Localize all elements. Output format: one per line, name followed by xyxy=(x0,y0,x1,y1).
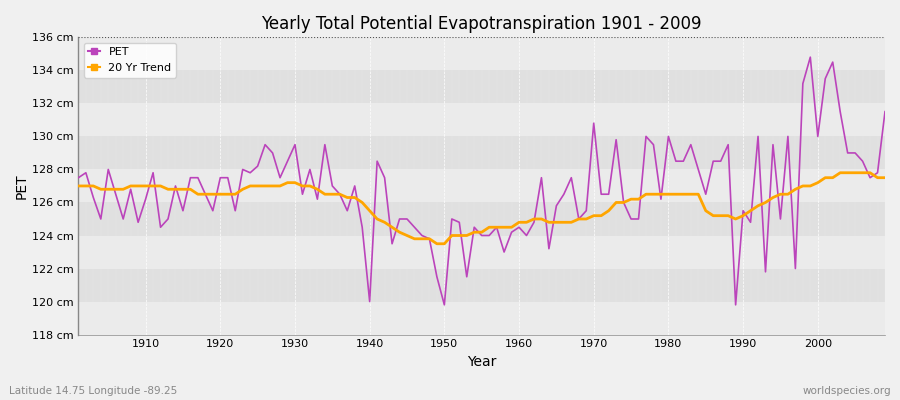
20 Yr Trend xyxy=(132,184,143,188)
20 Yr Trend xyxy=(611,200,622,205)
PET xyxy=(297,192,308,197)
20 Yr Trend xyxy=(342,195,353,200)
Bar xyxy=(78,103,885,136)
20 Yr Trend xyxy=(431,241,442,246)
Bar xyxy=(78,302,885,334)
PET xyxy=(521,233,532,238)
Bar xyxy=(78,236,885,268)
PET xyxy=(514,225,525,230)
PET xyxy=(439,302,450,307)
Legend: PET, 20 Yr Trend: PET, 20 Yr Trend xyxy=(84,43,176,78)
20 Yr Trend xyxy=(73,184,84,188)
Y-axis label: PET: PET xyxy=(15,173,29,199)
Bar xyxy=(78,136,885,170)
Bar xyxy=(78,37,885,70)
PET xyxy=(879,109,890,114)
20 Yr Trend xyxy=(521,220,532,225)
Bar xyxy=(78,70,885,103)
X-axis label: Year: Year xyxy=(467,355,497,369)
Line: 20 Yr Trend: 20 Yr Trend xyxy=(78,173,885,244)
Line: PET: PET xyxy=(78,57,885,305)
20 Yr Trend xyxy=(297,184,308,188)
PET xyxy=(132,220,143,225)
20 Yr Trend xyxy=(514,220,525,225)
Title: Yearly Total Potential Evapotranspiration 1901 - 2009: Yearly Total Potential Evapotranspiratio… xyxy=(261,15,702,33)
20 Yr Trend xyxy=(879,175,890,180)
Text: Latitude 14.75 Longitude -89.25: Latitude 14.75 Longitude -89.25 xyxy=(9,386,177,396)
PET xyxy=(342,208,353,213)
Bar xyxy=(78,202,885,236)
Bar xyxy=(78,170,885,202)
20 Yr Trend xyxy=(835,170,846,175)
PET xyxy=(805,55,815,60)
Bar xyxy=(78,268,885,302)
PET xyxy=(611,137,622,142)
PET xyxy=(73,175,84,180)
Text: worldspecies.org: worldspecies.org xyxy=(803,386,891,396)
